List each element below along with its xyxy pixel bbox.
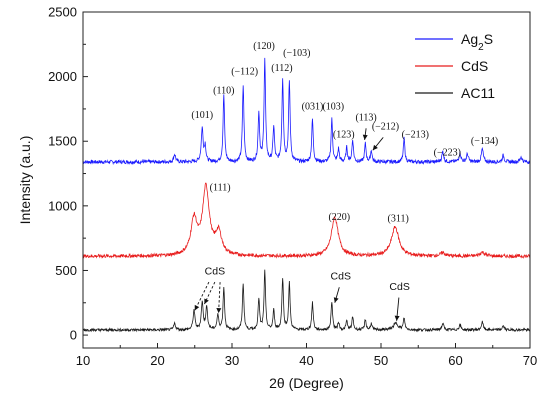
legend-label-2: AC11 [461, 85, 495, 101]
series-line-1 [83, 182, 530, 259]
cds-marker-label: CdS [331, 271, 351, 283]
annotation-arrow [218, 282, 221, 314]
y-tick-label: 2000 [48, 69, 77, 84]
arrow-head [333, 297, 339, 303]
x-tick-label: 30 [225, 353, 239, 368]
legend-label-text: AC11 [461, 85, 495, 101]
peak-label: (031) [302, 102, 324, 113]
cds-marker-label: CdS [389, 281, 409, 293]
x-tick-label: 50 [374, 353, 388, 368]
legend-label-text: CdS [461, 58, 488, 74]
arrow-head [204, 298, 209, 305]
peak-label: (−112) [231, 67, 258, 78]
x-tick-label: 60 [448, 353, 462, 368]
peak-label: (120) [253, 41, 275, 52]
series-line-2 [83, 269, 530, 333]
peak-label: (−103) [283, 48, 310, 59]
series-line-0 [83, 57, 530, 166]
peak-label: (−212) [372, 122, 399, 133]
y-tick-label: 0 [70, 328, 77, 343]
x-tick-label: 10 [76, 353, 90, 368]
arrow-head [216, 307, 222, 314]
arrow-head [194, 304, 200, 311]
peak-label: (103) [322, 102, 344, 113]
y-tick-label: 500 [55, 263, 77, 278]
arrow-head [372, 144, 378, 151]
cds-marker-label: CdS [205, 265, 225, 277]
peak-label: (111) [210, 182, 231, 193]
y-tick-label: 2500 [48, 5, 77, 20]
y-axis-label: Intensity (a.u.) [17, 136, 33, 225]
legend: Ag2S CdS AC11 [415, 31, 495, 101]
axis-ticks: 10 20 30 40 50 60 70 0 500 1000 1500 2000 2500 [48, 5, 537, 369]
arrow-head [394, 315, 400, 321]
annotation-arrow [194, 281, 210, 311]
legend-label-tail: S [484, 31, 493, 47]
x-axis-label: 2θ (Degree) [269, 375, 344, 391]
x-tick-label: 70 [523, 353, 537, 368]
y-tick-label: 1500 [48, 134, 77, 149]
y-tick-label: 1000 [48, 198, 77, 213]
peak-label: (−213) [402, 129, 429, 140]
peak-label: (110) [213, 85, 234, 96]
x-tick-label: 20 [150, 353, 164, 368]
peak-label: (123) [333, 129, 355, 140]
peak-label: (220) [328, 212, 350, 223]
x-tick-label: 40 [299, 353, 313, 368]
arrow-head [362, 134, 368, 140]
legend-label-1: CdS [461, 58, 488, 74]
legend-label-subscript: 2 [478, 42, 484, 53]
peak-label: (311) [387, 213, 408, 224]
peak-label: (113) [355, 113, 376, 124]
annotation-layer: (101) (110) (−112) (120) (112) (−103) (031) (10… [191, 41, 498, 321]
peak-label: (−134) [471, 136, 498, 147]
plot-lines [83, 57, 530, 333]
peak-label: (112) [271, 63, 292, 74]
peak-label: (101) [191, 110, 213, 121]
legend-label-0: Ag2S [461, 31, 493, 53]
peak-label: (−223) [434, 147, 461, 158]
legend-label-text: Ag [461, 31, 478, 47]
